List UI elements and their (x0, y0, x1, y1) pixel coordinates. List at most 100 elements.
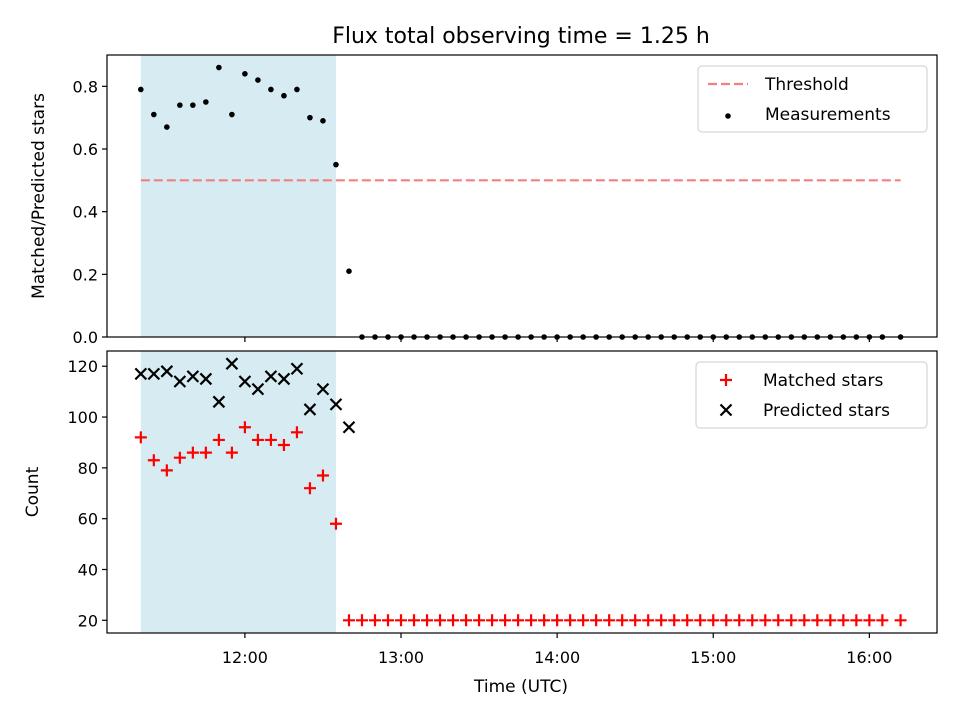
count-axes-frame (106, 350, 938, 634)
data-point (772, 614, 785, 627)
x-tick-label: 16:00 (846, 648, 892, 667)
data-point (277, 372, 291, 386)
data-point (186, 446, 199, 459)
y-tick-label: 60 (78, 510, 98, 529)
data-point (824, 614, 837, 627)
x-tick-label: 14:00 (534, 648, 580, 667)
data-point (229, 111, 235, 118)
data-point (225, 357, 239, 370)
data-point (460, 614, 473, 627)
y-tick-label: 40 (78, 560, 98, 579)
data-point (837, 614, 850, 627)
y-tick-label: 100 (67, 408, 98, 427)
ratio-axes-frame (106, 54, 938, 338)
data-point (199, 446, 212, 459)
data-point (203, 99, 209, 105)
count-shaded-span (140, 351, 336, 633)
data-point (798, 614, 811, 627)
data-point (134, 367, 148, 381)
ratio-legend: Threshold Measurements (697, 65, 928, 133)
data-point (342, 420, 356, 434)
ratio-x-ticks (244, 337, 870, 342)
chart-title: Flux total observing time = 1.25 h (332, 24, 710, 49)
count-y-ticks: 20 40 60 80 100 120 (67, 357, 107, 630)
data-point (655, 614, 668, 627)
ratio-y-axis-label: Matched/Predicted stars (29, 93, 49, 299)
data-point (303, 482, 316, 495)
data-point (694, 614, 707, 627)
legend-label: Matched stars (763, 371, 883, 391)
data-point (538, 614, 551, 627)
data-point (212, 433, 225, 446)
data-point (421, 614, 434, 627)
data-point (294, 86, 300, 93)
data-point (212, 395, 226, 409)
data-point (616, 614, 629, 627)
data-point (681, 614, 694, 627)
y-tick-label: 0.0 (73, 328, 98, 347)
data-point (307, 114, 313, 121)
count-y-axis-label: Count (23, 466, 43, 517)
data-point (216, 64, 222, 71)
y-tick-label: 0.6 (73, 140, 98, 159)
x-tick-label: 12:00 (222, 648, 268, 667)
data-point (564, 614, 577, 627)
data-point (147, 454, 160, 467)
legend-box (695, 361, 928, 429)
data-point (164, 124, 170, 130)
data-point (720, 614, 733, 627)
y-tick-label: 0.8 (73, 77, 98, 96)
data-point (147, 367, 161, 381)
data-point (382, 614, 395, 627)
ratio-panel: 0.00.20.40.60.8 Matched/Predicted stars … (29, 54, 938, 347)
data-point (281, 92, 287, 99)
count-x-ticks: 12:00 13:00 14:00 15:00 16:00 (222, 633, 892, 667)
data-point (277, 439, 290, 451)
y-tick-label: 20 (78, 611, 98, 630)
series-1 (134, 357, 356, 434)
legend-plus-swatch (720, 374, 732, 386)
data-point (225, 446, 238, 459)
data-point (242, 71, 248, 77)
data-point (268, 86, 274, 93)
data-point (355, 614, 368, 627)
data-point (408, 614, 421, 627)
data-point (160, 365, 174, 378)
data-point (642, 614, 655, 627)
data-point (134, 431, 147, 444)
data-point (629, 614, 642, 627)
data-point (177, 102, 183, 108)
series-0 (134, 421, 907, 627)
data-point (251, 382, 265, 396)
legend-label: Predicted stars (763, 401, 890, 421)
x-axis-label: Time (UTC) (473, 677, 568, 697)
data-point (368, 614, 381, 627)
ratio-y-ticks: 0.0 0.2 0.4 0.6 0.8 (73, 77, 107, 347)
data-point (238, 375, 252, 388)
data-point (290, 426, 303, 439)
x-tick-label: 13:00 (378, 648, 424, 667)
data-point (603, 614, 616, 627)
data-point (333, 161, 339, 168)
y-tick-label: 0.4 (73, 203, 98, 222)
data-point (264, 433, 277, 446)
data-point (785, 614, 798, 627)
x-tick-label: 15:00 (690, 648, 736, 667)
legend-label: Measurements (765, 105, 891, 125)
data-point (525, 614, 538, 627)
count-panel: 20 40 60 80 100 120 12:00 13:00 14:00 15:00 16:00… (23, 350, 938, 667)
data-point (746, 614, 759, 627)
data-point (486, 614, 499, 627)
data-point (577, 614, 590, 627)
data-point (251, 433, 264, 446)
legend-box (697, 65, 928, 133)
data-point (876, 614, 889, 627)
data-point (733, 614, 746, 627)
data-point (238, 421, 251, 434)
data-point (759, 614, 772, 627)
data-point (329, 517, 342, 530)
count-marks (134, 357, 907, 627)
data-point (863, 614, 876, 627)
y-tick-label: 80 (78, 459, 98, 478)
data-point (512, 614, 525, 627)
